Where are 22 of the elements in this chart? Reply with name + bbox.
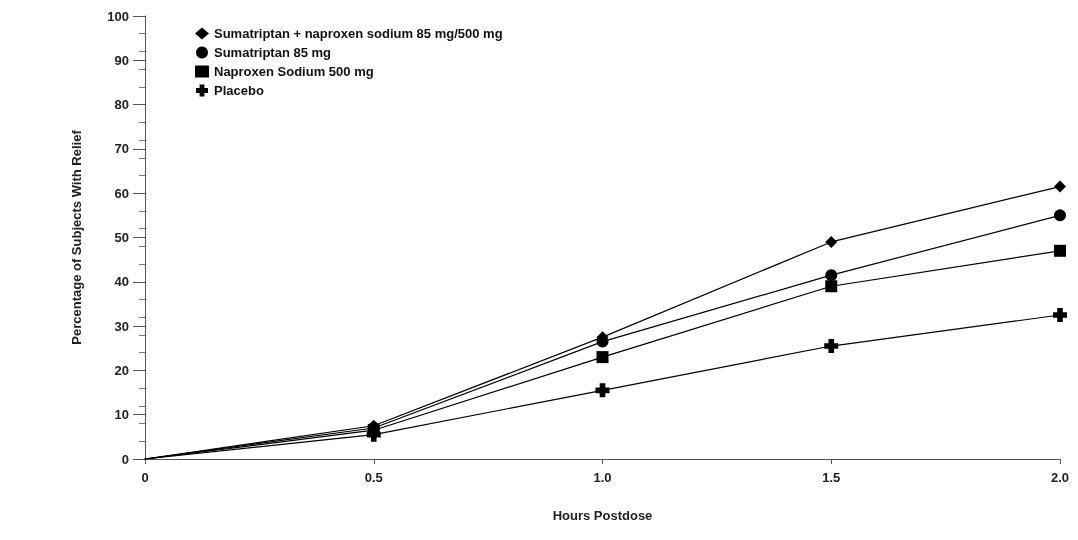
x-axis-title: Hours Postdose — [552, 508, 653, 523]
y-tick-label: 50 — [114, 230, 129, 245]
y-tick-label: 40 — [114, 274, 129, 290]
y-tick-label: 30 — [114, 318, 129, 334]
x-tick-label: 1.5 — [822, 470, 841, 485]
y-tick-label: 80 — [114, 97, 129, 113]
y-tick-label: 70 — [114, 141, 129, 157]
legend-label: Placebo — [214, 83, 264, 98]
legend-label: Sumatriptan 85 mg — [214, 45, 332, 60]
y-tick-label: 60 — [114, 185, 129, 201]
y-tick-label: 90 — [114, 52, 129, 68]
y-tick-label: 20 — [114, 362, 129, 378]
legend-label: Sumatriptan + naproxen sodium 85 mg/500 mg — [214, 26, 503, 41]
x-tick-label: 0.5 — [364, 470, 383, 485]
x-tick-label: 1.0 — [593, 470, 612, 485]
y-tick-label: 0 — [121, 451, 129, 467]
x-tick-label: 0 — [141, 470, 149, 485]
y-axis-title: Percentage of Subjects With Relief — [69, 129, 84, 345]
y-tick-label: 10 — [114, 407, 129, 423]
legend-label: Naproxen Sodium 500 mg — [214, 64, 374, 79]
x-tick-label: 2.0 — [1050, 470, 1070, 485]
y-tick-label: 100 — [107, 8, 129, 24]
